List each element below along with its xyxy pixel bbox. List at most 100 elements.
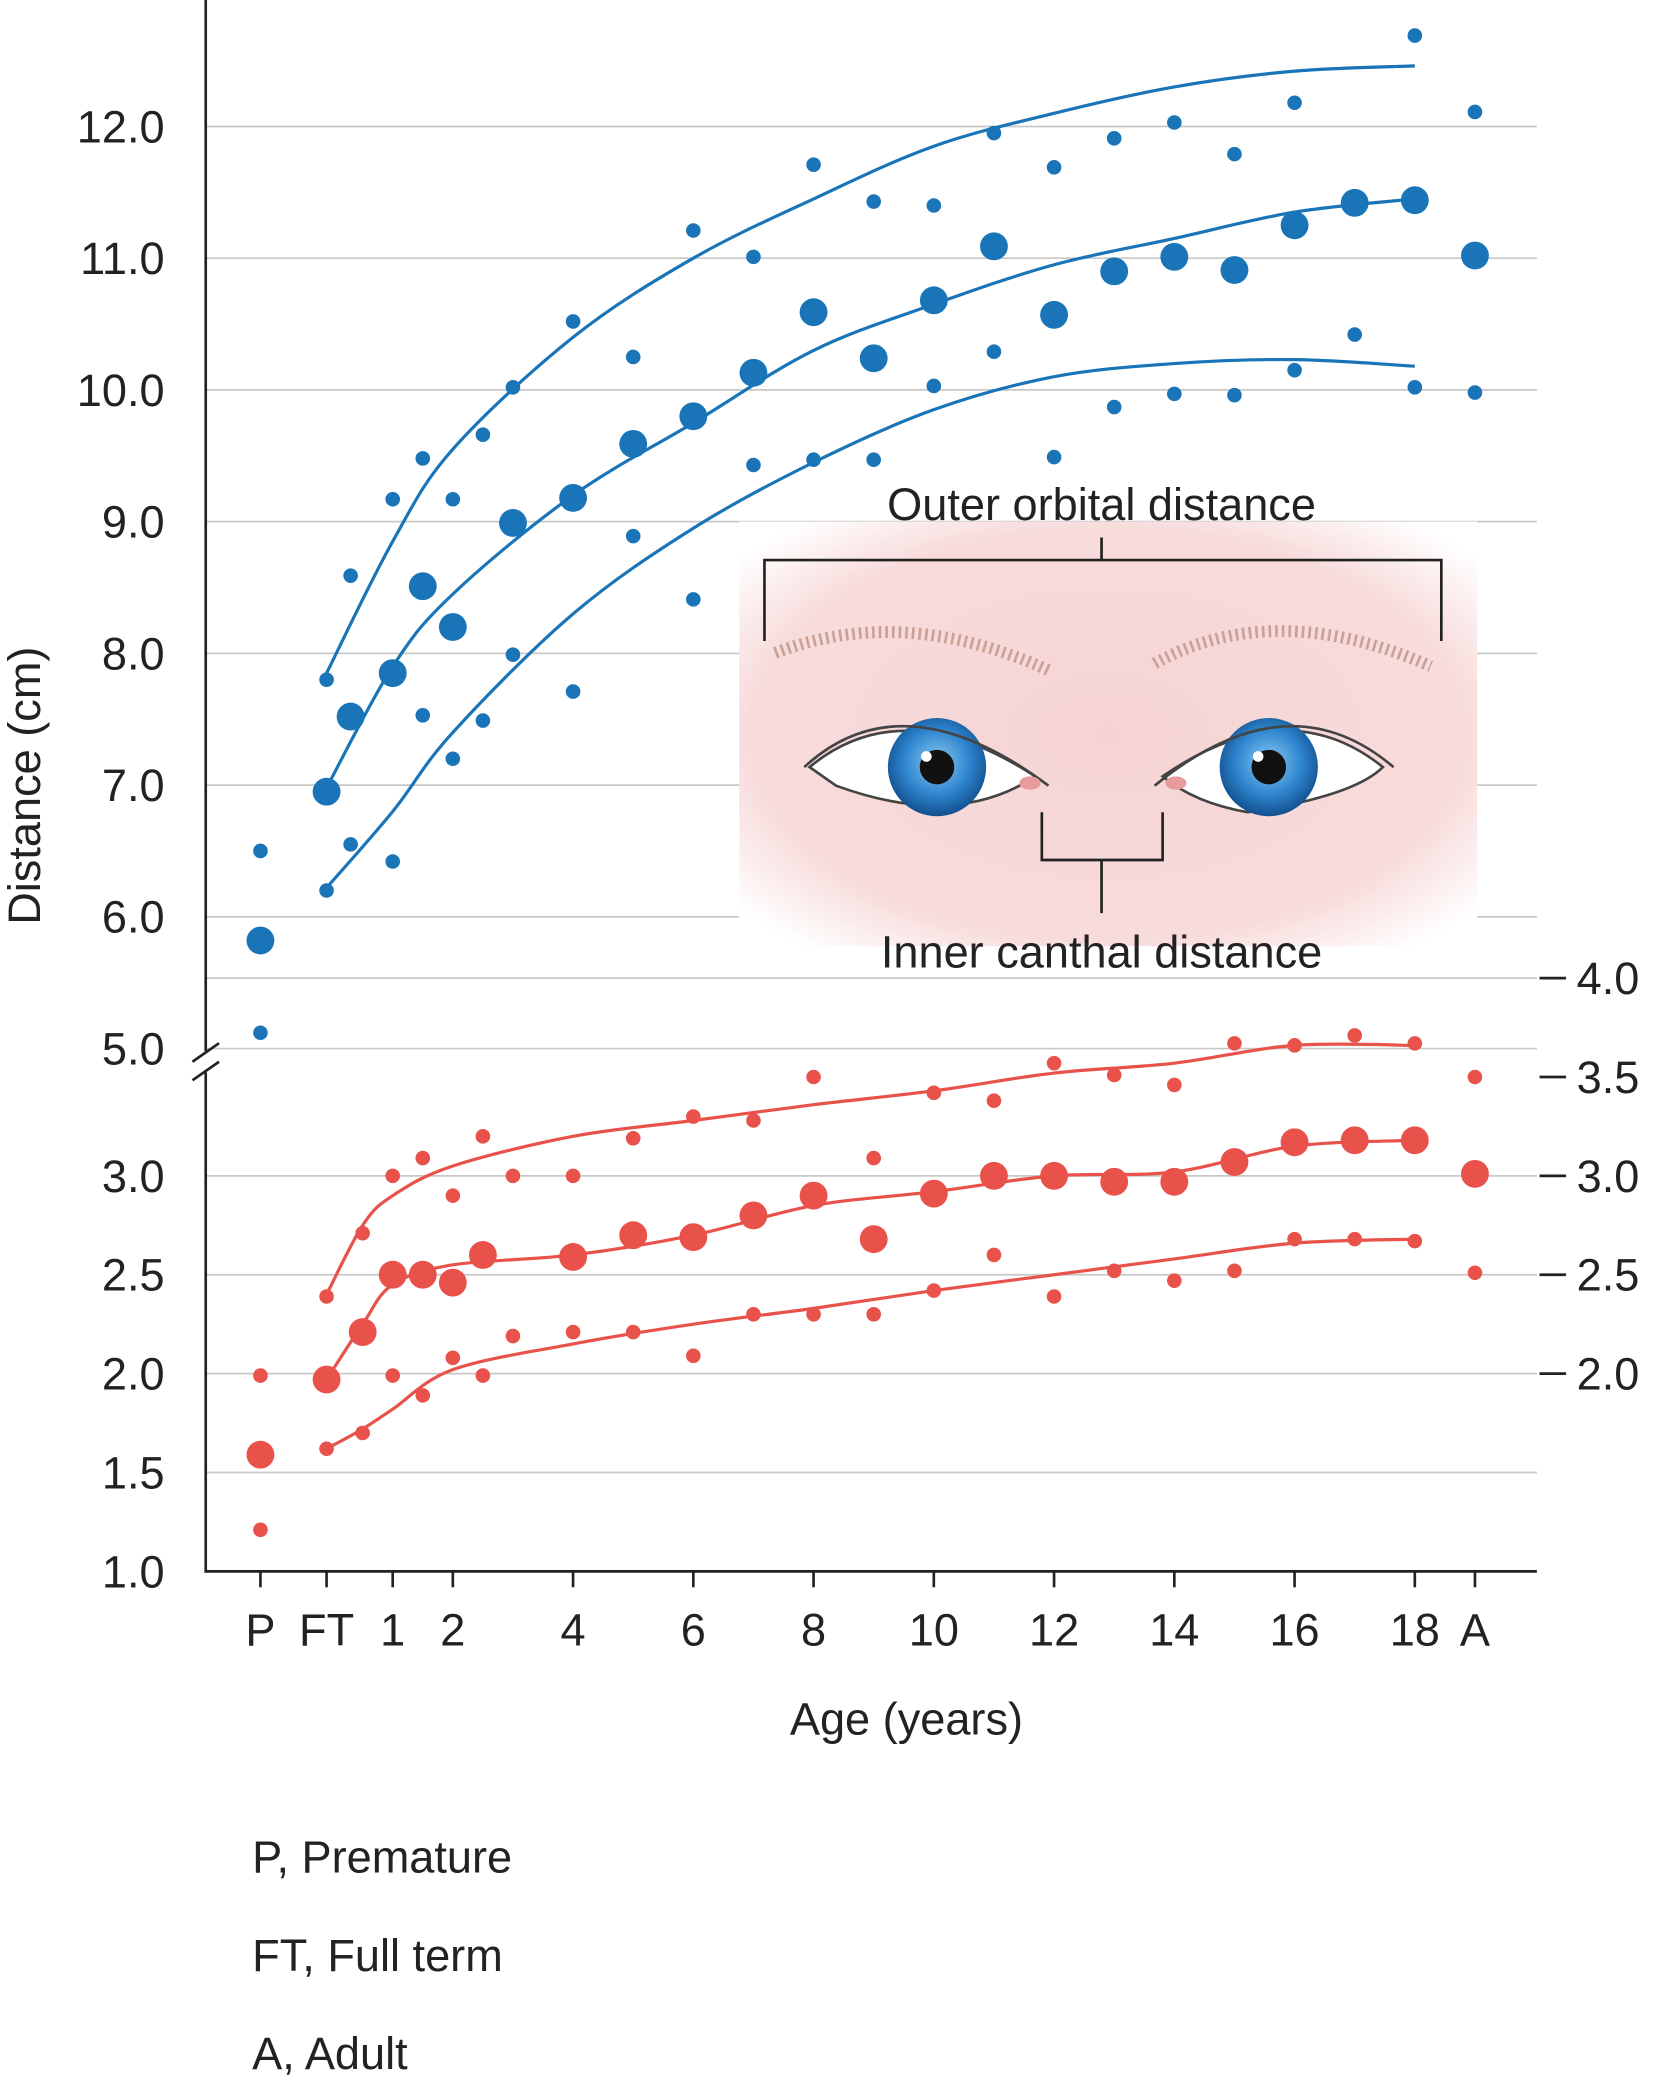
data-point (986, 1247, 1002, 1263)
data-point (565, 314, 581, 329)
data-point (739, 358, 768, 387)
y2-tick-label: 2.0 (1577, 1349, 1640, 1400)
footnote: A, Adult (252, 2028, 408, 2079)
data-point (505, 1328, 521, 1344)
data-point (505, 1168, 521, 1184)
data-point (385, 854, 401, 869)
data-point (1280, 1128, 1309, 1157)
footnote: P, Premature (252, 1832, 512, 1883)
x-tick-label: 18 (1390, 1605, 1440, 1656)
data-point (385, 1168, 401, 1184)
y-tick-label: 2.0 (102, 1349, 165, 1400)
data-point (253, 1025, 268, 1041)
data-point (253, 843, 268, 859)
data-point (505, 379, 521, 395)
data-point (246, 926, 275, 955)
data-point (355, 1425, 370, 1441)
data-point (926, 378, 942, 394)
data-point (926, 198, 942, 213)
y-tick-label: 2.5 (102, 1250, 165, 1301)
data-point (475, 1368, 491, 1383)
data-point (679, 1223, 708, 1252)
axis-break (191, 1042, 220, 1082)
data-point (1467, 104, 1483, 120)
data-point (746, 249, 761, 265)
data-point (378, 659, 407, 688)
data-point (343, 568, 358, 583)
data-point (1106, 399, 1122, 415)
data-point (746, 457, 761, 473)
x-tick-label: 14 (1149, 1605, 1199, 1656)
data-point (1347, 327, 1362, 342)
y-tick-label: 5.0 (102, 1023, 165, 1074)
outer-bracket (763, 537, 1443, 642)
data-point (1227, 387, 1242, 403)
x-tick-label: 2 (440, 1605, 465, 1656)
data-point (686, 592, 701, 607)
x-tick-label: P (245, 1605, 275, 1656)
data-point (986, 1093, 1002, 1109)
data-point (980, 1161, 1008, 1190)
data-point (415, 451, 431, 466)
data-point (866, 194, 882, 209)
data-point (355, 1225, 370, 1241)
data-point (253, 1368, 268, 1383)
data-point (806, 452, 821, 468)
y-tick-label: 3.0 (102, 1151, 165, 1202)
data-point (1340, 1126, 1369, 1155)
data-point (1046, 159, 1062, 175)
data-point (559, 483, 588, 512)
y-tick-label: 7.0 (102, 760, 165, 811)
data-point (980, 232, 1008, 261)
data-point (468, 1241, 497, 1269)
data-point (415, 1388, 431, 1403)
data-point (1167, 115, 1182, 130)
data-point (859, 344, 888, 373)
data-point (319, 1289, 334, 1304)
data-point (686, 223, 701, 238)
data-point (1100, 1167, 1129, 1196)
y-tick-label: 11.0 (80, 233, 164, 284)
annotation: Outer orbital distance (887, 479, 1316, 530)
data-point (919, 1179, 948, 1208)
data-point (1347, 1028, 1362, 1043)
data-point (246, 1440, 275, 1469)
data-point (565, 1324, 581, 1340)
inner-bracket (1040, 812, 1164, 914)
data-point (866, 1306, 882, 1322)
data-point (336, 702, 365, 731)
data-point (319, 672, 334, 688)
data-point (438, 1268, 467, 1297)
data-point (799, 1181, 828, 1210)
data-point (799, 298, 828, 327)
data-point (505, 647, 521, 662)
data-point (1227, 146, 1242, 162)
data-point (746, 1306, 761, 1322)
data-point (679, 402, 708, 431)
data-point (1407, 1233, 1423, 1249)
data-point (806, 157, 821, 172)
data-point (348, 1318, 377, 1347)
y-tick-label: 9.0 (102, 497, 165, 548)
data-point (926, 1283, 942, 1298)
data-point (408, 1260, 437, 1289)
fit-curve (325, 64, 1415, 674)
data-point (319, 883, 334, 898)
data-point (625, 1324, 641, 1340)
data-point (1407, 379, 1423, 395)
data-point (746, 1113, 761, 1128)
y2-tick-label: 4.0 (1577, 953, 1640, 1004)
data-layer (246, 28, 1489, 1538)
data-point (445, 1350, 461, 1366)
data-point (806, 1306, 821, 1322)
data-point (1106, 1067, 1122, 1083)
data-point (1040, 1161, 1069, 1190)
data-point (408, 572, 437, 601)
data-point (343, 837, 358, 852)
data-point (739, 1201, 768, 1230)
data-point (625, 1130, 641, 1146)
data-point (1467, 1069, 1483, 1085)
data-point (1046, 1055, 1062, 1071)
y-tick-label: 1.0 (102, 1546, 165, 1597)
